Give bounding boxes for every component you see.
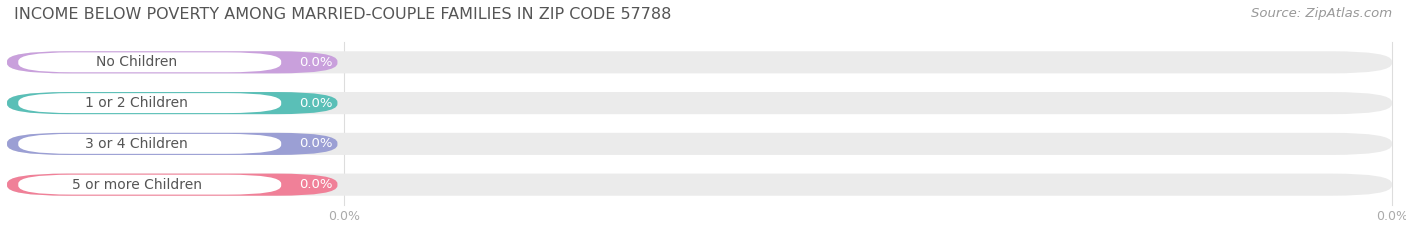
FancyBboxPatch shape	[7, 92, 1392, 114]
Text: 3 or 4 Children: 3 or 4 Children	[86, 137, 188, 151]
Text: 0.0%: 0.0%	[1376, 210, 1406, 223]
FancyBboxPatch shape	[18, 52, 281, 72]
FancyBboxPatch shape	[7, 92, 337, 114]
FancyBboxPatch shape	[7, 174, 337, 196]
FancyBboxPatch shape	[7, 51, 337, 73]
FancyBboxPatch shape	[7, 51, 1392, 73]
Text: 5 or more Children: 5 or more Children	[72, 178, 201, 192]
Text: 0.0%: 0.0%	[299, 178, 333, 191]
FancyBboxPatch shape	[7, 174, 1392, 196]
Text: 0.0%: 0.0%	[299, 137, 333, 150]
FancyBboxPatch shape	[7, 133, 1392, 155]
Text: INCOME BELOW POVERTY AMONG MARRIED-COUPLE FAMILIES IN ZIP CODE 57788: INCOME BELOW POVERTY AMONG MARRIED-COUPL…	[14, 7, 672, 22]
FancyBboxPatch shape	[7, 133, 337, 155]
Text: No Children: No Children	[96, 55, 177, 69]
Text: 1 or 2 Children: 1 or 2 Children	[86, 96, 188, 110]
Text: Source: ZipAtlas.com: Source: ZipAtlas.com	[1251, 7, 1392, 20]
Text: 0.0%: 0.0%	[299, 56, 333, 69]
FancyBboxPatch shape	[18, 134, 281, 154]
Text: 0.0%: 0.0%	[299, 97, 333, 110]
FancyBboxPatch shape	[18, 175, 281, 195]
Text: 0.0%: 0.0%	[329, 210, 360, 223]
FancyBboxPatch shape	[18, 93, 281, 113]
